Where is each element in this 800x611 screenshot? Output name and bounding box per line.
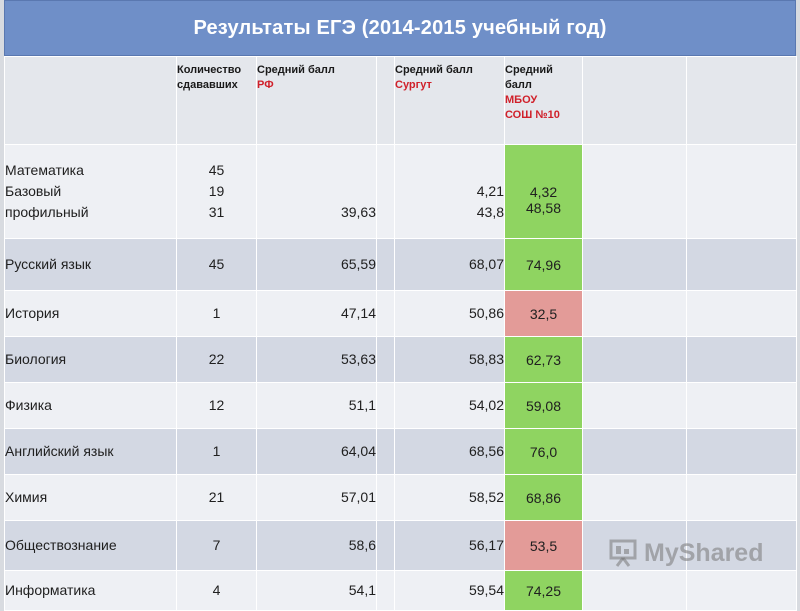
surgut-score-cell: 68,56: [394, 428, 505, 475]
slide-title-bar: Результаты ЕГЭ (2014-2015 учебный год): [4, 0, 796, 56]
school-score-cell: 53,5: [504, 520, 583, 571]
empty-cell: [582, 144, 687, 239]
count-cell: 21: [176, 474, 257, 521]
rf-score-cell: 57,01: [256, 474, 377, 521]
count-cell: 45 19 31: [176, 144, 257, 239]
empty-cell: [582, 428, 687, 475]
header-row: Количество сдававших Средний балл РФ Сре…: [4, 56, 797, 145]
spacer-cell: [376, 428, 395, 475]
rf-score-cell: 39,63: [256, 144, 377, 239]
header-rf: Средний балл РФ: [256, 56, 377, 145]
spacer-cell: [376, 382, 395, 429]
school-score-cell: 59,08: [504, 382, 583, 429]
table-row: Биология 22 53,63 58,83 62,73: [4, 336, 797, 383]
school-score-cell: 74,96: [504, 238, 583, 291]
empty-cell: [582, 570, 687, 611]
rf-score-cell: 58,6: [256, 520, 377, 571]
presentation-board-icon: [609, 539, 637, 567]
spacer-cell: [376, 520, 395, 571]
count-cell: 45: [176, 238, 257, 291]
subject-cell: Информатика: [4, 570, 177, 611]
surgut-score-cell: 58,83: [394, 336, 505, 383]
rf-score-cell: 53,63: [256, 336, 377, 383]
slide-title: Результаты ЕГЭ (2014-2015 учебный год): [193, 16, 607, 39]
empty-cell: [582, 336, 687, 383]
header-surgut: Средний балл Сургут: [394, 56, 505, 145]
empty-cell: [582, 474, 687, 521]
empty-cell: [686, 428, 797, 475]
header-count: Количество сдававших: [176, 56, 257, 145]
subject-cell: История: [4, 290, 177, 337]
empty-cell: [686, 336, 797, 383]
empty-cell: [686, 520, 797, 571]
subject-cell: Обществознание: [4, 520, 177, 571]
school-score-cell: 32,5: [504, 290, 583, 337]
header-empty-1: [582, 56, 687, 145]
subject-cell: Русский язык: [4, 238, 177, 291]
surgut-score-cell: 68,07: [394, 238, 505, 291]
header-subject: [4, 56, 177, 145]
watermark-text: MyShared: [644, 538, 764, 567]
surgut-score-cell: 59,54: [394, 570, 505, 611]
rf-score-cell: 65,59: [256, 238, 377, 291]
empty-cell: [582, 238, 687, 291]
header-spacer: [376, 56, 395, 145]
surgut-score-cell: 58,52: [394, 474, 505, 521]
rf-score-cell: 51,1: [256, 382, 377, 429]
table-row: Химия 21 57,01 58,52 68,86: [4, 474, 797, 521]
school-score-cell: 62,73: [504, 336, 583, 383]
table-row: Физика 12 51,1 54,02 59,08: [4, 382, 797, 429]
rf-score-cell: 54,1: [256, 570, 377, 611]
count-cell: 12: [176, 382, 257, 429]
empty-cell: [686, 144, 797, 239]
empty-cell: [582, 290, 687, 337]
school-score-cell: 76,0: [504, 428, 583, 475]
empty-cell: [686, 238, 797, 291]
school-score-cell: 4,32 48,58: [504, 144, 583, 239]
count-cell: 4: [176, 570, 257, 611]
subject-cell: Английский язык: [4, 428, 177, 475]
spacer-cell: [376, 144, 395, 239]
table-row: Математика Базовый профильный 45 19 31 39,63 …: [4, 144, 797, 239]
school-score-cell: 74,25: [504, 570, 583, 611]
table-row: История 1 47,14 50,86 32,5: [4, 290, 797, 337]
table-row: Английский язык 1 64,04 68,56 76,0: [4, 428, 797, 475]
spacer-cell: [376, 474, 395, 521]
empty-cell: [686, 290, 797, 337]
spacer-cell: [376, 290, 395, 337]
count-cell: 22: [176, 336, 257, 383]
surgut-score-cell: 50,86: [394, 290, 505, 337]
count-cell: 7: [176, 520, 257, 571]
surgut-score-cell: 54,02: [394, 382, 505, 429]
table-row: Информатика 4 54,1 59,54 74,25: [4, 570, 797, 611]
subject-cell: Математика Базовый профильный: [4, 144, 177, 239]
empty-cell: [686, 570, 797, 611]
table-row: Русский язык 45 65,59 68,07 74,96: [4, 238, 797, 291]
subject-cell: Химия: [4, 474, 177, 521]
empty-cell: [582, 382, 687, 429]
watermark: MyShared: [608, 538, 763, 568]
spacer-cell: [376, 570, 395, 611]
table-row: Обществознание 7 58,6 56,17 53,5: [4, 520, 797, 571]
school-score-cell: 68,86: [504, 474, 583, 521]
count-cell: 1: [176, 290, 257, 337]
empty-cell: [686, 382, 797, 429]
subject-cell: Физика: [4, 382, 177, 429]
rf-score-cell: 47,14: [256, 290, 377, 337]
results-table: Количество сдававших Средний балл РФ Сре…: [4, 56, 797, 611]
spacer-cell: [376, 336, 395, 383]
count-cell: 1: [176, 428, 257, 475]
rf-score-cell: 64,04: [256, 428, 377, 475]
header-empty-2: [686, 56, 797, 145]
empty-cell: [686, 474, 797, 521]
header-school: Средний балл МБОУ СОШ №10: [504, 56, 583, 145]
surgut-score-cell: 56,17: [394, 520, 505, 571]
subject-cell: Биология: [4, 336, 177, 383]
spacer-cell: [376, 238, 395, 291]
surgut-score-cell: 4,21 43,8: [394, 144, 505, 239]
